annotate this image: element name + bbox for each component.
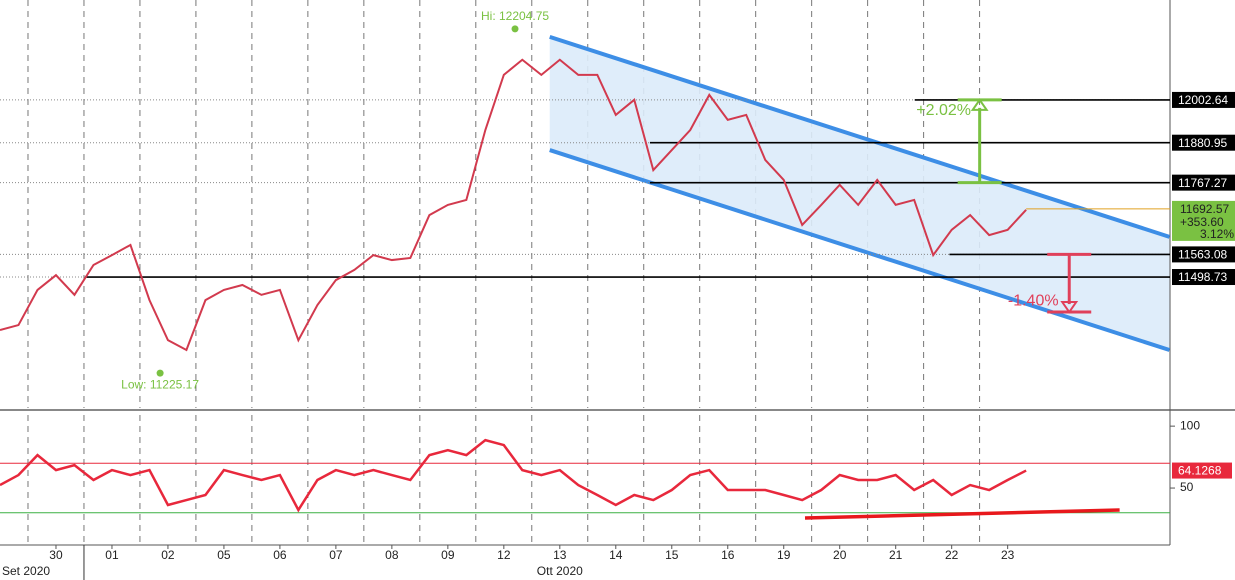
x-tick-label: 19	[777, 548, 791, 562]
level-label: 11563.08	[1172, 246, 1235, 263]
level-text: 11498.73	[1178, 270, 1227, 284]
x-tick-label: 14	[609, 548, 623, 562]
level-text: 12002.64	[1178, 93, 1228, 107]
rsi-last-box	[1172, 462, 1232, 479]
level-label: 11498.73	[1172, 269, 1235, 286]
rsi-trendline	[804, 508, 1120, 520]
x-tick-label: 12	[497, 548, 511, 562]
rsi-tick-label: 100	[1180, 418, 1200, 432]
target-label: -1.40%	[1008, 292, 1059, 309]
channel-fill	[549, 36, 1170, 351]
last-price: 11692.57	[1180, 202, 1229, 216]
target-head	[1060, 301, 1079, 314]
x-tick-label: 30	[49, 548, 63, 562]
level-box	[1172, 269, 1235, 286]
level-box	[1172, 134, 1235, 151]
level-label: 12002.64	[1172, 91, 1235, 108]
x-tick-label: 22	[945, 548, 959, 562]
extreme-label: Low: 11225.17	[121, 377, 199, 391]
x-tick-label: 01	[105, 548, 119, 562]
level-text: 11767.27	[1178, 176, 1227, 190]
extreme-label: Hi: 12204.75	[481, 9, 549, 23]
x-tick-label: 09	[441, 548, 455, 562]
x-tick-label: 23	[1001, 548, 1015, 562]
level-box	[1172, 246, 1235, 263]
x-tick-label: 21	[889, 548, 903, 562]
price-line	[0, 58, 1027, 352]
extreme-dot	[511, 25, 519, 33]
x-tick-label: 15	[665, 548, 679, 562]
level-label: 11767.27	[1172, 174, 1235, 191]
x-tick-label: 08	[385, 548, 399, 562]
x-tick-label: 20	[833, 548, 847, 562]
x-tick-label: 02	[161, 548, 175, 562]
x-tick-label: 07	[329, 548, 343, 562]
x-tick-label: 16	[721, 548, 735, 562]
month-label: Ott 2020	[537, 564, 583, 578]
level-label: 11880.95	[1172, 134, 1235, 151]
month-label: Set 2020	[2, 564, 50, 578]
level-box	[1172, 91, 1235, 108]
level-text: 11880.95	[1178, 136, 1227, 150]
last-box	[1172, 200, 1235, 241]
level-box	[1172, 174, 1235, 191]
target-head	[970, 98, 989, 111]
extreme-dot	[156, 369, 164, 377]
rsi-tick-label: 50	[1180, 480, 1194, 494]
x-tick-label: 06	[273, 548, 287, 562]
channel-line	[549, 34, 1171, 239]
level-text: 11563.08	[1178, 248, 1227, 262]
rsi-last-label: 64.1268	[1178, 464, 1222, 478]
x-tick-label: 05	[217, 548, 231, 562]
x-tick-label: 13	[553, 548, 567, 562]
rsi-line	[0, 438, 1027, 513]
target-label: +2.02%	[916, 102, 971, 119]
last-change: +353.60	[1180, 215, 1224, 229]
last-change-pct: 3.12%	[1200, 227, 1234, 241]
